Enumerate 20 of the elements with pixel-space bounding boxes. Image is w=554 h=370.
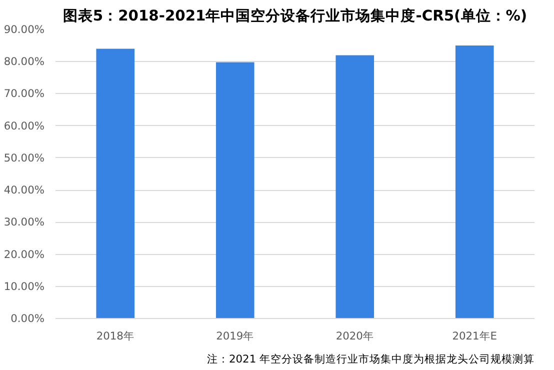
bar [336,55,374,318]
y-tick-label: 30.00% [4,216,45,229]
y-tick-label: 10.00% [4,280,45,293]
x-tick-label: 2021年E [452,330,498,342]
y-tick-label: 80.00% [4,55,45,68]
y-tick-label: 90.00% [4,23,45,36]
y-tick-label: 50.00% [4,151,45,164]
y-tick-label: 60.00% [4,119,45,132]
y-tick-label: 20.00% [4,248,45,261]
bar [96,48,135,318]
y-tick-label: 0.00% [10,312,45,325]
chart-title: 图表5：2018-2021年中国空分设备行业市场集中度-CR5(单位：%) [62,6,528,24]
x-tick-label: 2020年 [336,330,374,342]
bar [216,62,254,318]
bar [455,46,494,318]
y-tick-label: 70.00% [4,87,45,100]
x-tick-label: 2018年 [96,330,134,342]
x-tick-label: 2019年 [216,330,254,342]
text: 注：2021 年空分设备制造行业市场集中度为根据龙头公司规模测算 [206,352,535,366]
y-tick-label: 40.00% [4,184,45,197]
